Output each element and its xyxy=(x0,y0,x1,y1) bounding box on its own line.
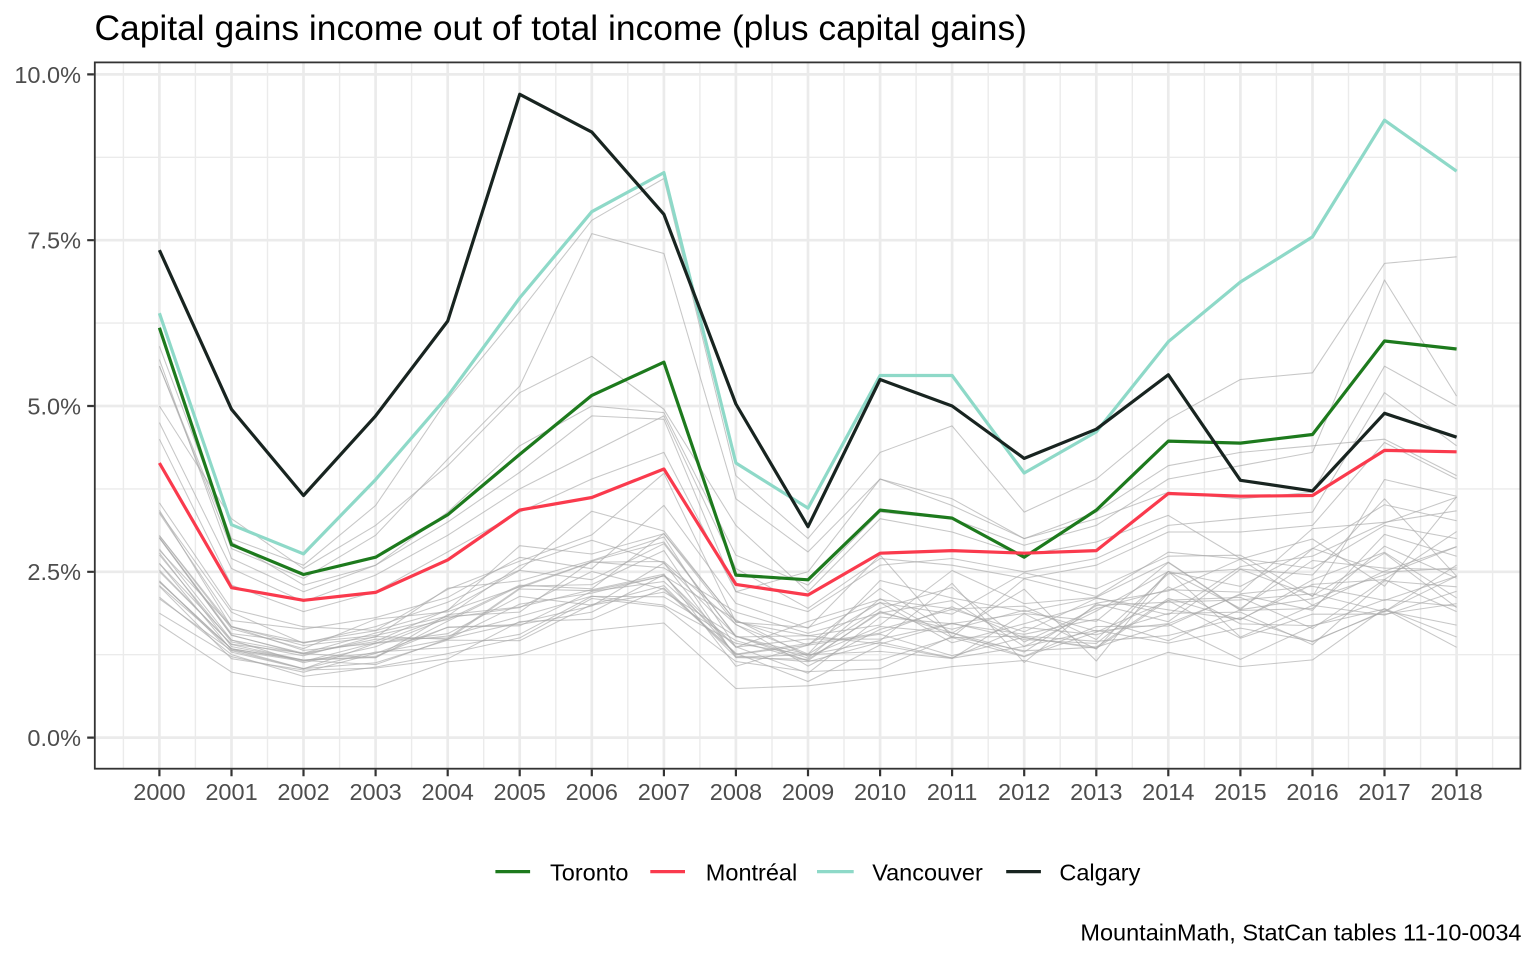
svg-text:2018: 2018 xyxy=(1430,779,1482,805)
svg-text:2.5%: 2.5% xyxy=(27,559,81,585)
svg-text:2015: 2015 xyxy=(1214,779,1266,805)
svg-text:7.5%: 7.5% xyxy=(27,228,81,254)
svg-text:2009: 2009 xyxy=(782,779,834,805)
svg-text:2014: 2014 xyxy=(1142,779,1194,805)
svg-text:2007: 2007 xyxy=(638,779,690,805)
svg-text:Vancouver: Vancouver xyxy=(872,859,983,885)
svg-text:5.0%: 5.0% xyxy=(27,393,81,419)
svg-text:2006: 2006 xyxy=(566,779,618,805)
svg-text:0.0%: 0.0% xyxy=(27,725,81,751)
svg-text:Calgary: Calgary xyxy=(1059,859,1140,885)
svg-text:MountainMath, StatCan tables 1: MountainMath, StatCan tables 11-10-0034 xyxy=(1080,919,1521,945)
svg-text:2010: 2010 xyxy=(854,779,906,805)
svg-text:2005: 2005 xyxy=(494,779,546,805)
svg-text:2016: 2016 xyxy=(1286,779,1338,805)
svg-text:Toronto: Toronto xyxy=(550,859,628,885)
svg-text:2017: 2017 xyxy=(1358,779,1410,805)
svg-text:Capital gains income out of to: Capital gains income out of total income… xyxy=(95,8,1027,48)
svg-text:2003: 2003 xyxy=(349,779,401,805)
svg-text:10.0%: 10.0% xyxy=(14,62,81,88)
svg-text:2001: 2001 xyxy=(205,779,257,805)
svg-text:2008: 2008 xyxy=(710,779,762,805)
svg-text:2012: 2012 xyxy=(998,779,1050,805)
svg-text:Montréal: Montréal xyxy=(706,859,797,885)
svg-text:2011: 2011 xyxy=(927,779,978,805)
svg-text:2002: 2002 xyxy=(277,779,329,805)
svg-text:2013: 2013 xyxy=(1070,779,1122,805)
svg-text:2000: 2000 xyxy=(133,779,185,805)
svg-text:2004: 2004 xyxy=(422,779,474,805)
